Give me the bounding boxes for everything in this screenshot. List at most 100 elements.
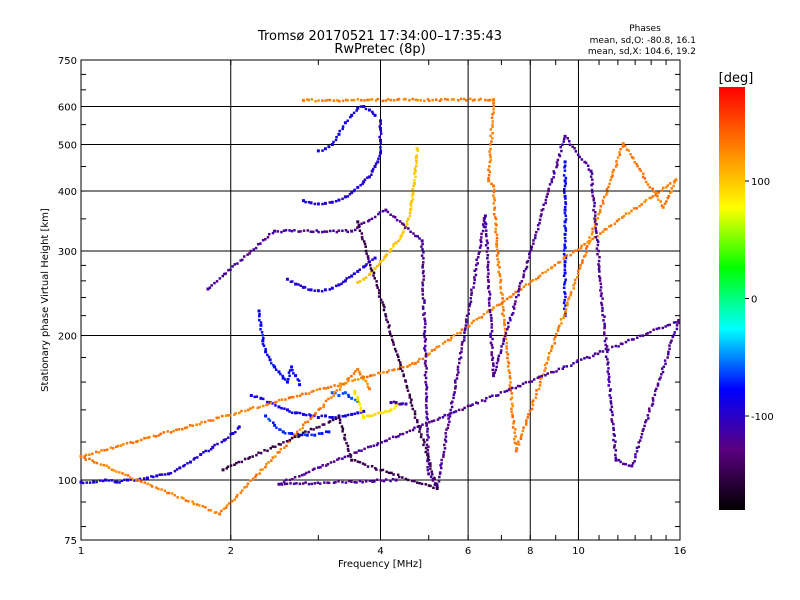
data-point — [470, 321, 474, 325]
data-point — [262, 344, 266, 348]
data-point — [404, 402, 408, 406]
data-point — [362, 265, 366, 269]
data-point — [274, 368, 278, 371]
data-point — [180, 496, 184, 499]
data-point — [549, 266, 553, 270]
data-point — [489, 147, 492, 151]
data-point — [674, 178, 678, 182]
data-point — [543, 363, 547, 367]
data-point — [387, 369, 391, 372]
data-point — [392, 343, 395, 346]
data-point — [366, 176, 369, 179]
data-point — [656, 384, 660, 387]
data-point — [573, 147, 576, 150]
data-point — [361, 462, 365, 465]
data-point — [572, 287, 575, 290]
data-point — [424, 359, 427, 363]
data-point — [427, 99, 431, 102]
data-point — [486, 257, 489, 260]
data-point — [482, 312, 486, 316]
data-point — [443, 413, 446, 417]
data-point — [202, 451, 205, 454]
colorbar-tick-label: -100 — [751, 412, 774, 423]
data-point — [337, 480, 340, 483]
data-point — [359, 406, 363, 410]
data-point — [563, 184, 567, 188]
data-point — [571, 250, 575, 254]
data-point — [421, 248, 424, 251]
data-point — [433, 476, 436, 480]
data-point — [309, 288, 313, 292]
y-tick-label: 100 — [58, 476, 77, 487]
data-point — [323, 288, 327, 292]
data-point — [276, 230, 280, 233]
data-point — [181, 427, 184, 431]
data-point — [107, 466, 111, 469]
data-point — [321, 202, 324, 206]
data-point — [563, 314, 566, 317]
data-point — [379, 479, 383, 482]
data-point — [502, 337, 506, 341]
data-point — [563, 298, 566, 302]
data-point — [391, 340, 395, 344]
data-point — [345, 441, 348, 445]
data-point — [378, 125, 382, 128]
data-point — [499, 349, 503, 352]
data-point — [563, 260, 567, 264]
data-point — [422, 257, 425, 260]
data-point — [601, 230, 605, 233]
data-point — [393, 368, 396, 371]
data-point — [139, 480, 143, 483]
data-point — [303, 433, 307, 436]
data-point — [491, 337, 494, 341]
data-point — [594, 236, 598, 239]
data-point — [424, 404, 428, 407]
data-point — [227, 502, 231, 505]
data-point — [427, 455, 430, 458]
data-point — [347, 479, 351, 483]
data-point — [456, 368, 460, 371]
data-point — [595, 247, 599, 250]
data-point — [506, 360, 510, 363]
data-point — [528, 380, 531, 384]
data-point — [423, 299, 426, 302]
colorbar-tick-label: 0 — [751, 295, 757, 306]
data-point — [426, 98, 430, 101]
data-point — [602, 319, 605, 322]
data-point — [213, 511, 217, 514]
data-point — [648, 409, 651, 413]
data-point — [294, 411, 298, 415]
data-point — [425, 383, 428, 387]
data-point — [510, 407, 513, 411]
data-point — [384, 315, 388, 318]
data-point — [117, 444, 120, 448]
data-point — [537, 387, 541, 391]
data-point — [357, 225, 360, 229]
data-point — [307, 470, 311, 474]
data-point — [322, 387, 326, 390]
data-point — [563, 205, 567, 209]
data-point — [509, 381, 512, 384]
data-point — [576, 359, 579, 362]
data-point — [534, 234, 537, 237]
data-point — [433, 483, 437, 486]
data-point — [362, 221, 366, 224]
data-point — [670, 190, 673, 193]
data-point — [365, 252, 368, 255]
data-point — [528, 256, 531, 259]
data-point — [307, 482, 311, 486]
data-point — [485, 311, 489, 314]
data-point — [348, 276, 351, 279]
data-point — [528, 250, 532, 254]
data-point — [530, 380, 534, 383]
data-point — [379, 122, 382, 126]
data-point — [143, 481, 147, 484]
data-point — [520, 288, 523, 291]
data-point — [505, 389, 509, 393]
data-point — [297, 230, 300, 233]
data-point — [95, 480, 98, 484]
data-point — [335, 389, 339, 392]
data-point — [435, 346, 438, 349]
data-point — [333, 390, 336, 394]
data-point — [293, 434, 296, 437]
